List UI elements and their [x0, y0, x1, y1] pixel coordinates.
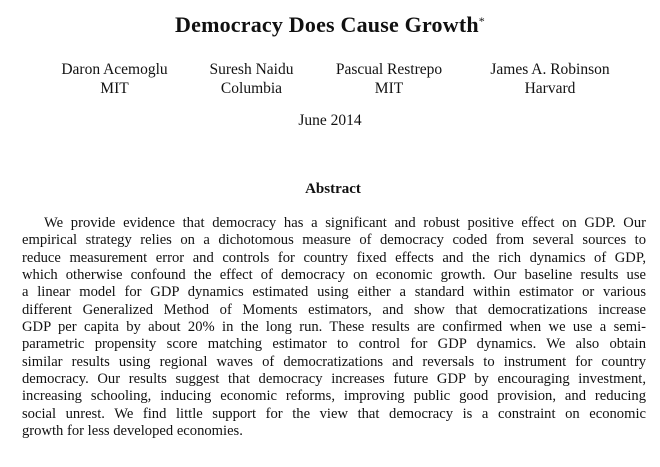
abstract-line: different Generalized Method of Moments … [22, 301, 646, 318]
title-text: Democracy Does Cause Growth [175, 12, 479, 37]
abstract-line: parametric propensity score matching est… [22, 336, 646, 353]
abstract-line: democracy. Our results suggest that demo… [22, 371, 646, 388]
paper-title: Democracy Does Cause Growth* [0, 12, 660, 38]
abstract-line: which otherwise confound the effect of d… [22, 267, 646, 284]
author-affiliation: MIT [374, 80, 404, 97]
author-block: James A. Robinson Harvard [481, 60, 619, 98]
author-name: James A. Robinson [490, 61, 610, 78]
abstract-line: social unrest. We find little support fo… [22, 405, 646, 422]
abstract-line: We provide evidence that democracy has a… [44, 215, 646, 231]
author-block: Suresh Naidu Columbia [199, 60, 304, 98]
author-name: Daron Acemoglu [61, 61, 168, 78]
author-name: Pascual Restrepo [335, 61, 443, 78]
author-affiliation: Harvard [524, 80, 576, 97]
author-block: Daron Acemoglu MIT [52, 60, 177, 98]
author-name: Suresh Naidu [209, 61, 294, 78]
publication-date: June 2014 [298, 112, 362, 129]
abstract-line: reduce measurement error and controls fo… [22, 249, 646, 266]
abstract-line: empirical strategy relies on a dichotomo… [22, 232, 646, 249]
title-footnote-mark[interactable]: * [478, 14, 485, 28]
abstract-line: GDP per capita by about 20% in the long … [22, 319, 646, 336]
author-affiliation: Columbia [220, 80, 283, 97]
abstract-line: growth for less developed economies. [22, 423, 243, 440]
abstract-line: a linear model for GDP dynamics estimate… [22, 284, 646, 301]
author-affiliation: MIT [100, 80, 129, 97]
abstract-body: We provide evidence that democracy has a… [22, 215, 646, 440]
abstract-line: increasing schooling, inducing economic … [22, 388, 646, 405]
abstract-heading: Abstract [305, 181, 361, 197]
author-block: Pascual Restrepo MIT [326, 60, 452, 98]
abstract-line: similar results using regional waves of … [22, 353, 646, 370]
